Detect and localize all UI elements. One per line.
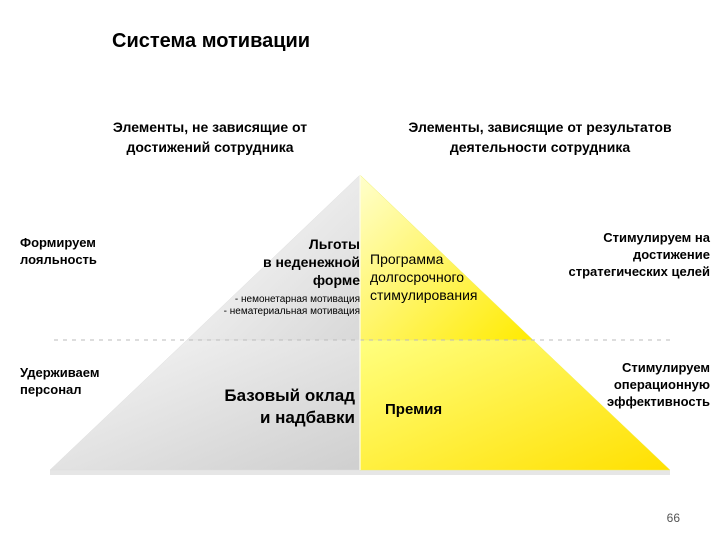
cell-benefits-sub: - немонетарная мотивация- нематериальная… [210,294,360,318]
side-label-operational: Стимулируем операционную эффективность [565,360,710,411]
column-header-left: Элементы, не зависящие от достижений сот… [80,118,340,157]
cell-benefits-text: Льготыв неденежнойформе [210,235,360,290]
column-header-right: Элементы, зависящие от результатов деяте… [400,118,680,157]
side-label-retain: Удерживаем персонал [20,365,130,399]
cell-longterm: Программадолгосрочногостимулирования [370,250,530,305]
cell-base-salary: Базовый оклади надбавки [165,385,355,429]
pyramid-svg [50,175,670,475]
cell-bonus: Премия [385,400,525,420]
page-number: 66 [667,511,680,525]
slide-title: Система мотивации [112,30,310,53]
cell-benefits: Льготыв неденежнойформе - немонетарная м… [210,235,360,318]
side-label-strategic: Стимулируем на достижение стратегических… [565,230,710,281]
side-label-loyalty: Формируем лояльность [20,235,130,269]
pyramid-diagram: Формируем лояльность Удерживаем персонал… [50,175,670,475]
